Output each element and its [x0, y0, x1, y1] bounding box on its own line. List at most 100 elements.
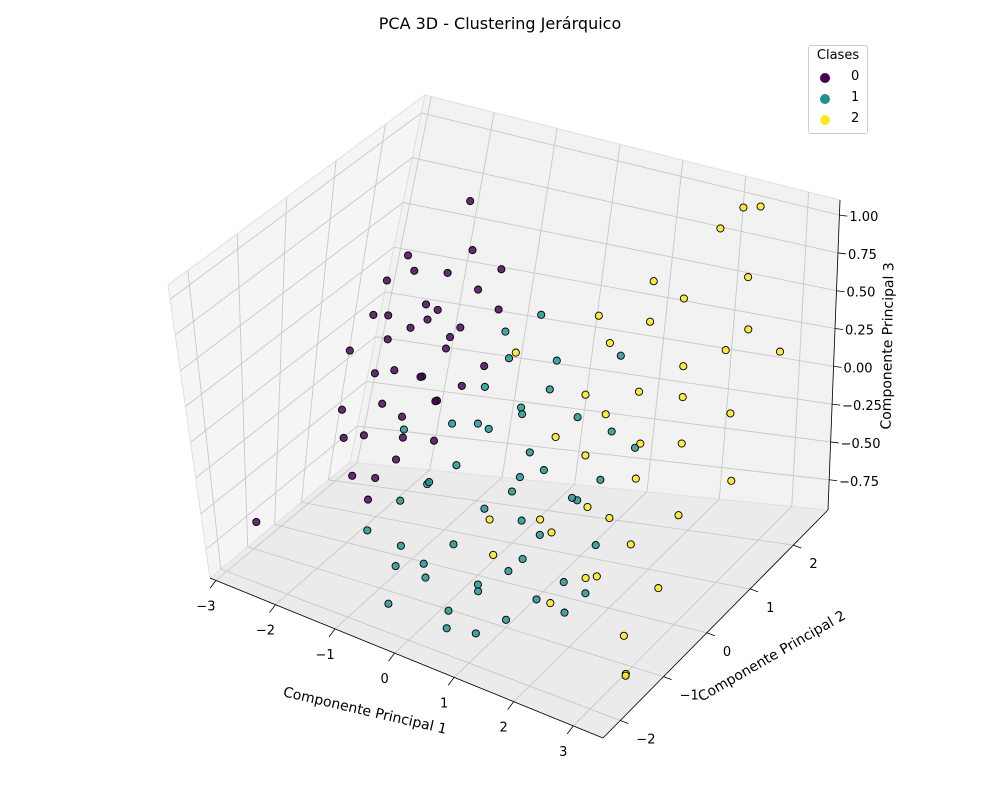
data-point-class-0 — [406, 323, 415, 332]
data-point-class-1 — [444, 606, 453, 615]
data-point-class-0 — [410, 266, 419, 275]
grid-line — [274, 197, 707, 634]
z-tick — [829, 479, 838, 482]
legend-marker — [820, 115, 830, 125]
data-point-class-1 — [517, 403, 526, 412]
data-point-class-2 — [581, 451, 590, 460]
data-point-class-2 — [547, 528, 556, 537]
tick-marks: −3 −2 −1 0 1 2 3 −2 −1 0 1 2 −0.75 −0.50 −0.25 0.00 0.25… — [196, 210, 882, 760]
data-point-class-2 — [581, 390, 590, 399]
data-point-class-0 — [497, 265, 506, 274]
data-point-class-1 — [515, 473, 524, 482]
data-point-class-2 — [621, 671, 630, 680]
data-point-class-0 — [423, 315, 432, 324]
data-point-class-2 — [646, 317, 655, 326]
grid-line — [236, 233, 664, 678]
z-tick — [839, 214, 848, 217]
y-tick-label: 2 — [809, 557, 817, 572]
data-point-class-2 — [756, 202, 765, 211]
x-tick — [209, 580, 217, 589]
data-point-class-2 — [744, 273, 753, 282]
data-point-class-0 — [391, 455, 401, 464]
data-point-class-2 — [605, 513, 614, 523]
data-point-class-1 — [591, 541, 600, 550]
data-point-class-1 — [573, 413, 582, 422]
x-tick — [507, 701, 515, 710]
data-point-class-1 — [425, 478, 434, 487]
data-point-class-0 — [474, 285, 483, 294]
z-tick — [837, 252, 847, 255]
data-point-class-2 — [679, 362, 688, 371]
grid-line — [275, 112, 495, 606]
data-point-class-0 — [445, 333, 455, 342]
legend-item: 0 — [809, 68, 867, 88]
data-point-class-1 — [421, 573, 430, 582]
grid-lines — [169, 96, 840, 727]
data-point-class-2 — [592, 572, 601, 581]
legend: Clases 0 1 2 — [808, 45, 868, 134]
x-tick-label: −3 — [196, 599, 215, 614]
data-point-class-2 — [551, 432, 560, 442]
data-point-class-0 — [416, 372, 425, 381]
data-point-class-0 — [431, 397, 440, 406]
data-point-class-2 — [674, 511, 683, 520]
axis-panes — [167, 93, 841, 739]
grid-line — [190, 291, 834, 443]
grid-line — [334, 128, 558, 630]
data-point-class-2 — [649, 277, 658, 286]
x-tick — [447, 677, 455, 686]
data-point-class-0 — [363, 495, 373, 504]
data-point-class-1 — [539, 466, 548, 475]
z-tick — [830, 441, 839, 444]
data-point-class-2 — [605, 338, 614, 348]
data-point-class-1 — [581, 589, 590, 598]
legend-label: 0 — [851, 69, 860, 84]
data-point-class-2 — [716, 224, 725, 233]
data-point-class-1 — [517, 516, 526, 525]
data-point-class-1 — [559, 578, 568, 587]
data-point-class-2 — [536, 515, 545, 524]
x-tick — [269, 604, 276, 613]
data-point-class-1 — [596, 475, 605, 484]
legend-label: 1 — [851, 90, 860, 105]
data-point-class-0 — [441, 344, 451, 353]
grid-line — [180, 201, 837, 372]
data-point-class-0 — [383, 335, 392, 344]
data-point-class-2 — [489, 550, 498, 559]
data-point-class-0 — [384, 311, 393, 320]
data-point-class-2 — [631, 474, 640, 483]
data-point-class-2 — [583, 502, 592, 512]
grid-line — [301, 160, 751, 590]
data-point-class-1 — [552, 356, 561, 365]
x-tick — [328, 628, 336, 638]
legend-item: 1 — [809, 89, 867, 109]
data-point-class-0 — [382, 276, 391, 285]
chart-title: PCA 3D - Clustering Jerárquico — [379, 14, 621, 33]
data-point-class-1 — [560, 608, 569, 617]
y-tick-label: −1 — [680, 689, 699, 704]
x-tick — [566, 725, 574, 735]
z-tick-label: −0.25 — [842, 399, 882, 414]
data-point-class-0 — [421, 300, 431, 309]
grid-line — [187, 270, 621, 721]
data-point-class-2 — [727, 476, 736, 485]
data-point-class-1 — [473, 580, 482, 589]
z-tick-label: 1.00 — [849, 210, 878, 225]
z-axis-line — [827, 199, 841, 511]
data-point-class-0 — [337, 405, 347, 414]
data-point-class-1 — [399, 425, 408, 434]
data-point-class-0 — [348, 471, 357, 480]
data-point-class-1 — [504, 567, 513, 576]
grid-line — [169, 112, 840, 300]
grid-line — [327, 124, 794, 546]
data-point-class-0 — [397, 412, 407, 421]
z-tick-label: −0.75 — [839, 475, 879, 490]
data-point-class-1 — [545, 385, 554, 394]
data-point-class-0 — [369, 310, 378, 319]
legend-label: 2 — [851, 111, 860, 126]
data-point-class-0 — [443, 268, 452, 277]
data-point-class-1 — [504, 354, 514, 363]
data-point-class-2 — [634, 387, 644, 396]
y-tick-label: −2 — [636, 732, 655, 747]
